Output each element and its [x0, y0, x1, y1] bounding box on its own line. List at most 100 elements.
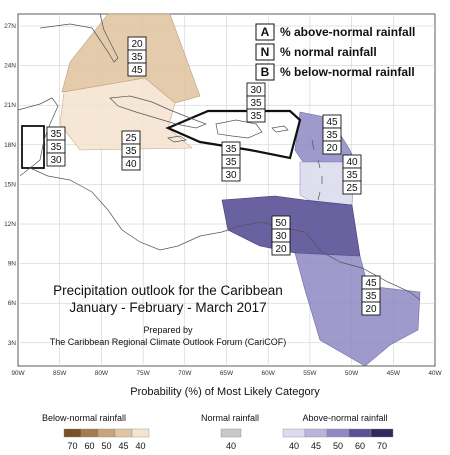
yucatan-coast [17, 97, 59, 177]
probability-value: 30 [250, 85, 262, 96]
cuba-outline [109, 95, 207, 129]
legend-normal-scale: 40 [220, 428, 242, 451]
florida-coast [39, 13, 119, 63]
probability-value: 35 [225, 144, 237, 155]
legend-below-scale: 70 60 50 45 40 [63, 428, 150, 451]
probability-value: 30 [275, 231, 287, 242]
probability-cell [322, 140, 342, 155]
probability-value: 45 [326, 117, 338, 128]
legend-above-label: Above-normal rainfall [302, 413, 387, 423]
key-text-above: % above-normal rainfall [280, 25, 415, 39]
lon-tick-label: 55W [303, 370, 317, 377]
legend-swatch-value: 70 [67, 441, 77, 450]
probability-value: 45 [365, 278, 377, 289]
legend-swatch [114, 428, 133, 438]
probability-value: 30 [50, 155, 62, 166]
stack-greater-antilles-north: 30 35 35 [246, 82, 266, 123]
key-row-normal: N % normal rainfall [255, 43, 377, 61]
longitude-tick-labels: 90W 85W 80W 75W 70W 65W 60W 55W 50W 45W 40W [11, 370, 442, 377]
probability-value: 25 [346, 183, 358, 194]
probability-value: 20 [275, 244, 287, 255]
lat-tick-label: 24N [4, 63, 16, 70]
legend-above-scale: 40 45 50 60 70 [282, 428, 394, 451]
lesser-antilles [311, 139, 323, 201]
probability-value: 35 [50, 142, 62, 153]
region-belize [21, 125, 45, 169]
legend-swatch-value: 40 [289, 441, 299, 450]
probability-value: 20 [131, 39, 143, 50]
probability-cell [342, 180, 362, 195]
lat-tick-label: 27N [4, 23, 16, 30]
lon-tick-label: 65W [220, 370, 234, 377]
central-america-coast [29, 167, 201, 251]
probability-value: 35 [365, 291, 377, 302]
probability-value: 40 [346, 157, 358, 168]
probability-value: 35 [346, 170, 358, 181]
probability-value: 35 [125, 146, 137, 157]
legend-swatch [282, 428, 306, 438]
probability-cell [361, 301, 381, 316]
latitude-tick-labels: 27N 24N 21N 18N 15N 12N 9N 6N 3N [4, 23, 16, 347]
probability-value: 45 [131, 65, 143, 76]
legend-swatch-value: 40 [135, 441, 145, 450]
legend-below-label: Below-normal rainfall [42, 413, 126, 423]
stack-northern-leewards: 45 35 20 [322, 114, 342, 155]
legend-swatch [80, 428, 99, 438]
puerto-rico-outline [271, 125, 289, 133]
lon-tick-label: 45W [387, 370, 401, 377]
legend-title: Probability (%) of Most Likely Category [130, 386, 320, 398]
legend-swatch [97, 428, 116, 438]
probability-value: 20 [326, 143, 338, 154]
key-row-below: B % below-normal rainfall [255, 63, 415, 81]
legend-swatch [348, 428, 372, 438]
legend-swatch-value: 60 [355, 441, 365, 450]
region-hispaniola-puerto-rico [165, 109, 302, 160]
legend-swatch-value: 70 [377, 441, 387, 450]
lat-tick-label: 9N [8, 261, 17, 268]
key-text-normal: % normal rainfall [280, 45, 377, 59]
probability-value: 50 [275, 218, 287, 229]
legend-swatch [370, 428, 394, 438]
prepared-by-line2: The Caribbean Regional Climate Outlook F… [50, 337, 287, 347]
coastlines [17, 13, 421, 301]
stack-windwards: 40 35 25 [342, 154, 362, 195]
probability-cell [221, 167, 241, 182]
lat-tick-label: 6N [8, 300, 17, 307]
probability-cell [271, 241, 291, 256]
lon-tick-label: 70W [178, 370, 192, 377]
key-box: A % above-normal rainfall N % normal rai… [255, 23, 415, 81]
probability-cell [46, 152, 66, 167]
legend-normal-label: Normal rainfall [201, 413, 259, 423]
region-guianas [294, 252, 421, 367]
south-america-coast [199, 221, 421, 301]
legend-swatch [220, 428, 242, 438]
stack-bahamas: 20 35 45 [127, 36, 147, 77]
probability-cell [121, 156, 141, 171]
probability-cell [246, 108, 266, 123]
lat-tick-label: 21N [4, 102, 16, 109]
lon-tick-label: 50W [345, 370, 359, 377]
lat-tick-label: 12N [4, 221, 16, 228]
legend-swatch [63, 428, 82, 438]
lon-tick-label: 40W [428, 370, 442, 377]
legend-swatch-value: 60 [84, 441, 94, 450]
legend-swatch-value: 50 [333, 441, 343, 450]
stack-belize: 35 35 30 [46, 126, 66, 167]
map-title-line2: January - February - March 2017 [69, 300, 266, 315]
lat-tick-label: 18N [4, 142, 16, 149]
probability-value: 20 [365, 304, 377, 315]
probability-value: 35 [50, 129, 62, 140]
probability-value: 30 [225, 170, 237, 181]
lon-tick-label: 85W [53, 370, 67, 377]
legend-swatch-value: 40 [226, 441, 236, 450]
legend-swatch [131, 428, 150, 438]
probability-cell [127, 62, 147, 77]
lat-tick-label: 15N [4, 181, 16, 188]
probability-value: 35 [250, 98, 262, 109]
probability-value: 35 [250, 111, 262, 122]
stack-guianas: 45 35 20 [361, 275, 381, 316]
probability-value: 25 [125, 133, 137, 144]
probability-value: 40 [125, 159, 137, 170]
